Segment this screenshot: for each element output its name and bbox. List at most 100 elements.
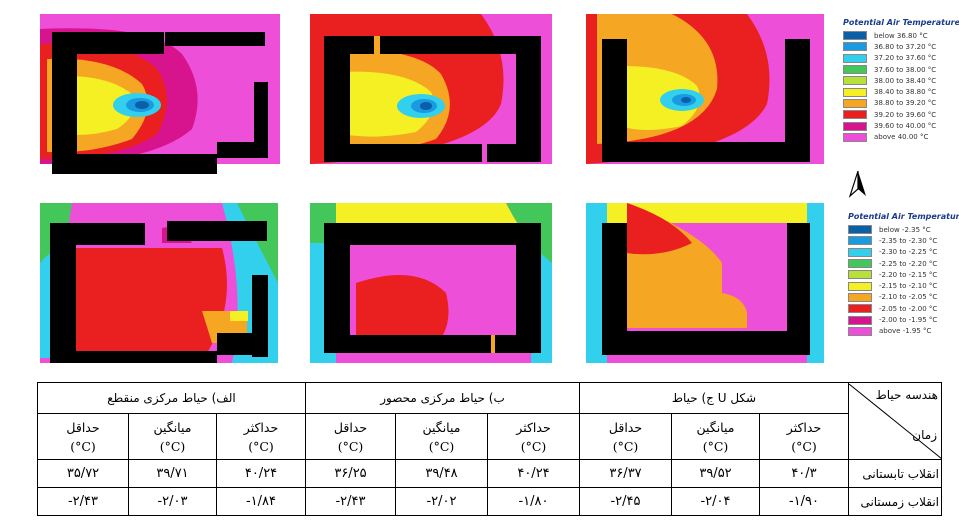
winter-legend-swatch [848,270,872,280]
table-cell: ۴۰/۳ [759,459,849,488]
column-header-label: حداقل [608,419,643,435]
table-cell: -۲/۴۵ [579,487,672,516]
winter-legend-item: above -1.95 °C [848,326,959,337]
summer-map-c [582,14,828,174]
table-cell: ۳۹/۷۱ [128,459,217,488]
column-header: میانگین (°C) [128,413,217,460]
summer-legend-swatch [843,110,867,120]
column-header-label: میانگین [696,419,735,435]
winter-legend-item: -2.15 to -2.10 °C [848,280,959,291]
winter-legend-label: -2.25 to -2.20 °C [879,259,938,268]
summer-map-b [306,14,556,174]
winter-legend-item: -2.20 to -2.15 °C [848,269,959,280]
north-arrow-icon [848,170,868,202]
column-header-unit: (°C) [70,438,96,454]
summer-legend-item: above 40.00 °C [843,132,959,143]
column-header: حداقل (°C) [579,413,672,460]
column-header-unit: (°C) [337,438,364,454]
table-cell: ۳۵/۷۲ [37,459,129,488]
row-label: انقلاب تابستانی [848,459,942,488]
summer-legend-swatch [843,65,867,75]
column-header: میانگین (°C) [671,413,760,460]
summer-legend-item: 38.00 to 38.40 °C [843,75,959,86]
winter-legend-label: -2.35 to -2.30 °C [879,236,938,245]
winter-legend-item: -2.00 to -1.95 °C [848,314,959,325]
winter-legend-item: -2.10 to -2.05 °C [848,292,959,303]
summer-legend-title: Potential Air Temperature [843,18,959,27]
summer-legend-label: 38.80 to 39.20 °C [874,99,937,108]
column-header-unit: (°C) [702,438,729,454]
summer-legend-swatch [843,31,867,41]
summer-legend-item: 36.80 to 37.20 °C [843,41,959,52]
winter-legend-label: above -1.95 °C [879,327,932,336]
column-header-label: میانگین [153,419,192,435]
winter-legend-item: -2.05 to -2.00 °C [848,303,959,314]
summer-legend-label: below 36.80 °C [874,31,928,40]
corner-header-bottom: زمان [912,427,937,442]
winter-legend-label: -2.10 to -2.05 °C [879,293,938,302]
summer-legend-label: 37.20 to 37.60 °C [874,54,937,63]
winter-legend-item: -2.25 to -2.20 °C [848,258,959,269]
column-header: حداقل (°C) [305,413,396,460]
table-cell: -۱/۸۰ [487,487,580,516]
row-label: انقلاب زمستانی [848,487,942,516]
column-header: میانگین (°C) [395,413,488,460]
column-header-unit: (°C) [428,438,455,454]
column-header: حداکثر (°C) [216,413,306,460]
summer-legend-item: below 36.80 °C [843,30,959,41]
summer-legend-swatch [843,87,867,97]
winter-legend-swatch [848,304,872,314]
winter-legend-swatch [848,225,872,235]
table-cell: -۲/۴۳ [37,487,129,516]
column-header: حداقل (°C) [37,413,129,460]
table-cell: -۲/۰۳ [128,487,217,516]
summer-legend-label: 39.60 to 40.00 °C [874,122,937,131]
summer-legend-swatch [843,53,867,63]
column-header: حداکثر (°C) [759,413,849,460]
column-header-label: حداکثر [786,419,822,435]
summer-legend-swatch [843,132,867,142]
column-header-unit: (°C) [520,438,547,454]
table-cell: -۲/۰۲ [395,487,488,516]
results-table: الف) حیاط مرکزی منقطع ب) حیاط مرکزی محصو… [37,382,942,516]
winter-legend-label: -2.30 to -2.25 °C [879,248,938,257]
winter-map-c [582,203,828,371]
summer-legend-swatch [843,42,867,52]
winter-legend-swatch [848,259,872,269]
winter-legend-swatch [848,315,872,325]
table-cell: ۳۹/۴۸ [395,459,488,488]
summer-legend-label: above 40.00 °C [874,133,929,142]
column-header-label: حداقل [66,419,100,435]
column-header-unit: (°C) [248,438,274,454]
winter-legend-label: -2.05 to -2.00 °C [879,304,938,313]
table-cell: ۳۶/۳۷ [579,459,672,488]
column-header-label: میانگین [422,419,461,435]
summer-legend: Potential Air Temperature below 36.80 °C… [843,18,959,143]
winter-legend-swatch [848,292,872,302]
summer-legend-label: 37.60 to 38.00 °C [874,65,937,74]
group-header-c: ج) حیاط U شکل [579,382,849,414]
summer-legend-item: 38.40 to 38.80 °C [843,86,959,97]
column-header-label: حداکثر [243,419,279,435]
summer-map-a [32,14,280,174]
winter-legend-swatch [848,326,872,336]
summer-legend-item: 38.80 to 39.20 °C [843,98,959,109]
summer-legend-item: 37.20 to 37.60 °C [843,53,959,64]
column-header-label: حداکثر [516,419,551,435]
summer-legend-label: 38.40 to 38.80 °C [874,88,937,97]
winter-legend-swatch [848,247,872,257]
summer-legend-label: 38.00 to 38.40 °C [874,76,937,85]
table-cell: -۱/۸۴ [216,487,306,516]
winter-legend-label: below -2.35 °C [879,225,931,234]
winter-map-a [32,203,280,371]
summer-legend-label: 39.20 to 39.60 °C [874,110,937,119]
group-header-b: ب) حیاط مرکزی محصور [305,382,580,414]
summer-legend-swatch [843,98,867,108]
summer-legend-item: 39.20 to 39.60 °C [843,109,959,120]
summer-legend-label: 36.80 to 37.20 °C [874,42,937,51]
winter-legend-swatch [848,281,872,291]
column-header-unit: (°C) [159,438,186,454]
column-header-unit: (°C) [791,438,817,454]
column-header-unit: (°C) [612,438,639,454]
table-cell: -۲/۴۳ [305,487,396,516]
